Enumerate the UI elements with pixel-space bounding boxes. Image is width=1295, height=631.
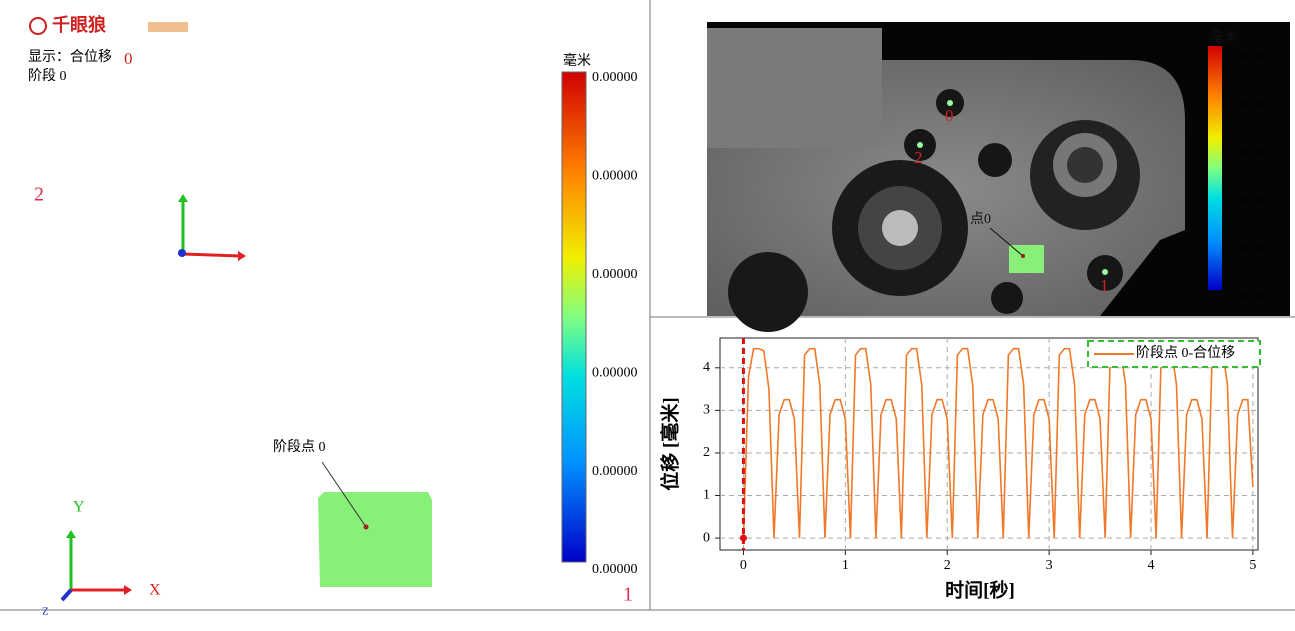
axis-label: Y [73,499,85,516]
point-label: 1 [1100,276,1109,295]
point [363,524,369,530]
x-tick-label: 1 [842,558,849,573]
colorbar-label: 0.00000 [1224,146,1270,161]
logo: 千眼狼 [52,14,107,35]
chart: 时间[秒] 位移 [毫米] 0 1 2 3 4 0 1 2 3 4 5 阶段点 0-合位移 [658,337,1261,601]
legend-label: 阶段点 0-合位移 [1136,345,1235,361]
colorbar-unit: 毫米 [1210,28,1238,45]
y-tick-label: 3 [703,403,710,418]
image-panel: 0 2 1 点0 毫米 0.00000 0.00000 0.00000 0.00000… [707,22,1290,332]
y-tick-label: 1 [703,488,710,503]
cursor-marker [739,534,747,542]
point-label: 2 [914,148,923,167]
colorbar-label: 0.00000 [592,267,638,282]
colorbar-label: 0.00000 [1224,290,1270,305]
colorbar [561,71,587,563]
leader-line [321,461,367,528]
region [318,492,432,587]
axis-label: Z [42,606,49,618]
colorbar-label: 0.00000 [592,70,638,85]
point-text: 点0 [970,211,991,227]
x-tick-label: 4 [1148,558,1155,573]
stage: 阶段 0 [28,68,67,84]
logo-icon [29,17,47,35]
colorbar-label: 0.00000 [592,169,638,184]
colorbar-label: 0.00000 [592,365,638,380]
left-panel: 千眼狼 显示：合位移 0 阶段 0 2 1 Y X Z 阶段点 0 毫米 0.0… [28,14,638,617]
axis-triad [60,530,132,602]
x-tick-label: 2 [944,558,951,573]
colorbar-label: 0.00000 [1224,98,1270,113]
x-tick-label: 0 [740,558,747,573]
point-text: 阶段点 0 [273,439,326,455]
y-tick-label: 4 [703,360,710,375]
x-tick-label: 3 [1046,558,1053,573]
colorbar-label: 0.00000 [1224,194,1270,209]
display-index: 0 [124,49,133,68]
x-axis-label: 时间[秒] [945,578,1015,601]
x-tick-label: 5 [1249,558,1256,573]
display-label: 显示：合位移 [28,49,112,65]
legend: 阶段点 0-合位移 [1087,340,1261,368]
plot-frame [719,337,1259,551]
y-tick-label: 2 [703,445,710,460]
colorbar [1208,46,1222,290]
point-label: 0 [945,106,954,125]
colorbar-label: 0.00000 [1224,242,1270,257]
y-tick-label: 0 [703,530,710,545]
colorbar-unit: 毫米 [563,52,591,69]
axis-label: X [149,582,161,599]
y-axis-label: 位移 [毫米] [658,397,681,490]
point-label: 1 [623,584,633,606]
point-label: 2 [34,184,44,206]
colorbar-label: 0.00000 [592,464,638,479]
axis-triad [178,194,246,261]
colorbar-label: 0.00000 [1224,50,1270,65]
partner-logo [148,22,188,32]
colorbar-label: 0.00000 [592,562,638,577]
